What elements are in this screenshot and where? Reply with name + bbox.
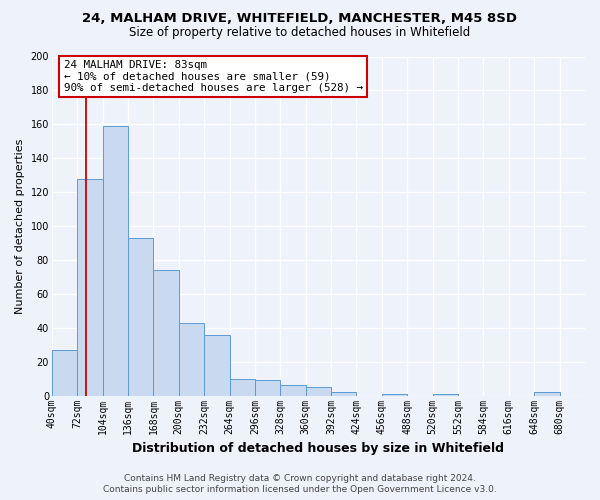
Y-axis label: Number of detached properties: Number of detached properties	[15, 138, 25, 314]
Bar	[382, 394, 407, 396]
Text: Contains HM Land Registry data © Crown copyright and database right 2024.
Contai: Contains HM Land Registry data © Crown c…	[103, 474, 497, 494]
Bar	[230, 378, 255, 396]
Text: 24, MALHAM DRIVE, WHITEFIELD, MANCHESTER, M45 8SD: 24, MALHAM DRIVE, WHITEFIELD, MANCHESTER…	[83, 12, 517, 26]
Bar	[306, 387, 331, 396]
Bar	[103, 126, 128, 396]
Text: 24 MALHAM DRIVE: 83sqm
← 10% of detached houses are smaller (59)
90% of semi-det: 24 MALHAM DRIVE: 83sqm ← 10% of detached…	[64, 60, 363, 93]
Bar	[154, 270, 179, 396]
Bar	[52, 350, 77, 396]
Bar	[179, 322, 204, 396]
Bar	[77, 178, 103, 396]
Bar	[128, 238, 154, 396]
Bar	[534, 392, 560, 396]
Bar	[204, 334, 230, 396]
Bar	[280, 386, 306, 396]
Bar	[255, 380, 280, 396]
Text: Size of property relative to detached houses in Whitefield: Size of property relative to detached ho…	[130, 26, 470, 39]
Bar	[331, 392, 356, 396]
X-axis label: Distribution of detached houses by size in Whitefield: Distribution of detached houses by size …	[133, 442, 505, 455]
Bar	[433, 394, 458, 396]
